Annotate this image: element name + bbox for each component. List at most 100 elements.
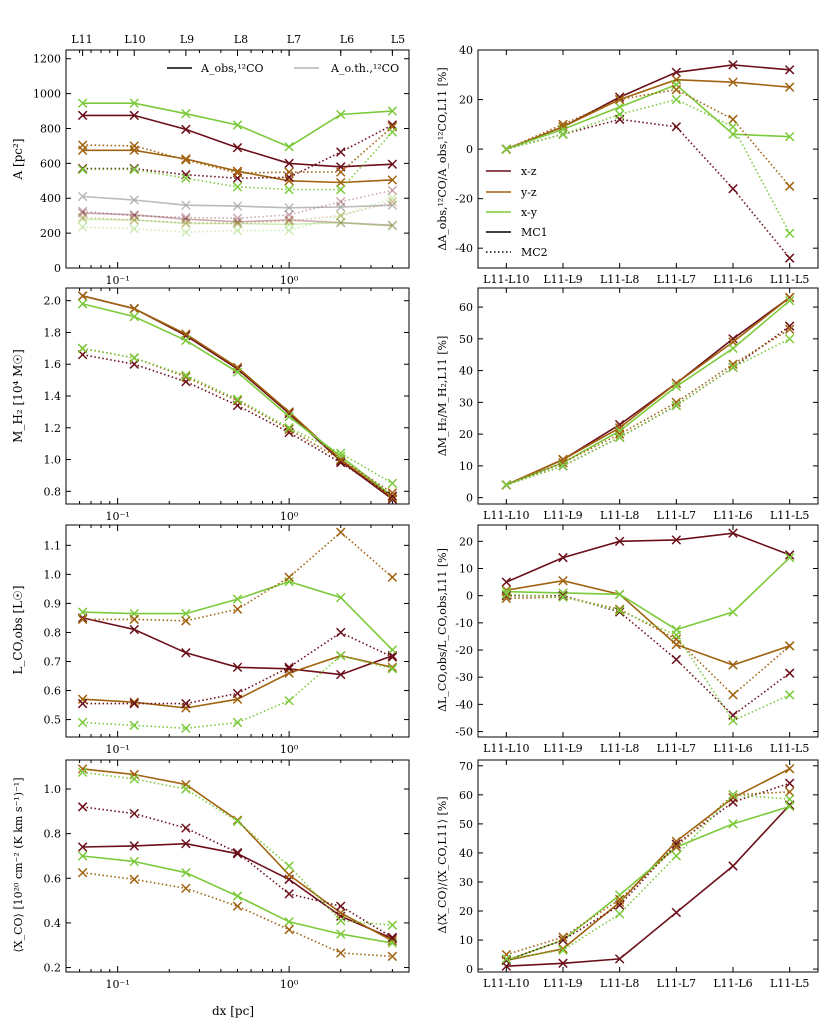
data-point-marker: [387, 933, 398, 944]
data-point-marker: [501, 586, 512, 597]
legend-label-xy: x-y: [521, 206, 538, 219]
data-point-marker: [77, 867, 88, 878]
data-point-marker: [181, 823, 191, 833]
series-line: [82, 531, 393, 622]
panel-dX: 0 10 20 30 40 50 60 70 L11-L10 L11-L9 L11-L8 L11-L7…: [436, 759, 819, 990]
series-line: [506, 78, 790, 150]
data-point-marker: [129, 720, 139, 731]
data-point-marker: [129, 210, 139, 221]
data-point-marker: [558, 119, 568, 130]
legend-A: A_obs,¹²CO A_o.th.,¹²CO: [167, 62, 399, 75]
data-point-marker: [614, 102, 625, 112]
data-point-marker: [784, 131, 795, 142]
data-point-marker: [181, 838, 191, 849]
data-point-marker: [129, 808, 139, 819]
series-line: [82, 218, 393, 227]
data-point-marker: [129, 195, 139, 205]
data-point-marker: [129, 311, 139, 322]
y-tick-label: 1.0: [44, 454, 62, 467]
data-point-marker: [129, 110, 139, 121]
data-point-marker: [336, 109, 346, 120]
series-line: [82, 114, 393, 168]
data-point-marker: [558, 944, 568, 954]
data-point-marker: [387, 645, 398, 655]
data-point-marker: [336, 911, 346, 921]
data-point-marker: [232, 182, 243, 192]
y-tick-label: 60: [459, 301, 473, 314]
y-tick-label: 40: [459, 847, 473, 860]
data-point-marker: [232, 848, 243, 859]
y-tick-label: 0.9: [44, 597, 62, 610]
data-point-marker: [129, 353, 139, 363]
data-point-marker: [728, 114, 738, 125]
y-axis-label-L: L_CO,obs [L☉]: [11, 585, 25, 674]
x-tick-label: L11-L7: [657, 273, 696, 286]
data-point-marker: [336, 217, 346, 228]
series-line: [82, 347, 393, 494]
y-tick-label: -40: [455, 698, 473, 711]
data-point-marker: [181, 616, 191, 626]
data-point-marker: [784, 334, 795, 344]
y-tick-label: 0.6: [44, 685, 62, 698]
series-line: [82, 197, 393, 234]
data-point-marker: [387, 664, 398, 674]
data-point-marker: [284, 167, 294, 177]
data-point-marker: [614, 954, 625, 964]
data-point-marker: [284, 695, 294, 706]
series-line: [506, 338, 791, 486]
data-point-marker: [232, 717, 243, 728]
data-point-marker: [558, 129, 568, 139]
series-line: [506, 118, 791, 259]
data-point-marker: [284, 870, 294, 880]
data-point-marker: [284, 408, 294, 419]
data-point-marker: [284, 203, 294, 213]
panel-dM: 0 10 20 30 40 50 60 L11-L10 L11-L9 L11-L8 L11-L7 L1…: [436, 287, 819, 522]
plot-dM: 0 10 20 30 40 50 60 L11-L10 L11-L9 L11-L8 L11-L7 L1…: [459, 287, 819, 522]
data-point-marker: [77, 607, 88, 617]
data-point-marker: [232, 201, 243, 211]
y-tick-label: 20: [459, 428, 473, 441]
data-point-marker: [77, 767, 88, 778]
data-point-marker: [387, 221, 398, 231]
data-point-marker: [558, 945, 568, 955]
x-tick-label: L11-L9: [543, 509, 582, 522]
data-point-marker: [501, 144, 512, 154]
series-line: [82, 212, 393, 227]
data-point-marker: [728, 528, 738, 538]
data-point-marker: [671, 654, 682, 665]
x-tick-label: 10⁰: [280, 978, 299, 991]
data-point-marker: [728, 60, 738, 70]
series-line: [506, 791, 790, 956]
y-tick-label: 0.8: [44, 485, 62, 498]
y-tick-label: 0.6: [44, 872, 62, 885]
x-axis-label: dx [pc]: [212, 1004, 254, 1018]
series-line: [506, 64, 790, 150]
data-point-marker: [232, 901, 243, 911]
plot-L: 0.5 0.6 0.7 0.8 0.9 1.0 1.1 10⁻¹ 10⁰: [44, 524, 410, 756]
top-tick-label: L10: [124, 33, 145, 46]
x-tick-label: L11-L7: [657, 509, 696, 522]
data-point-marker: [232, 166, 243, 176]
plot-M: 0.8 1.0 1.2 1.4 1.6 1.8 2.0 10⁻¹ 10⁰: [44, 287, 410, 523]
x-tick-label: L11-L7: [657, 742, 696, 755]
data-point-marker: [232, 688, 243, 699]
data-point-marker: [336, 196, 346, 207]
y-tick-label: 30: [459, 876, 473, 889]
data-point-marker: [501, 949, 512, 960]
data-point-marker: [387, 932, 398, 943]
series-line: [506, 325, 791, 486]
data-point-marker: [336, 527, 346, 537]
y-tick-label: 600: [40, 157, 61, 170]
y-tick-label: 50: [459, 818, 473, 831]
legend-label-mc2: MC2: [521, 246, 548, 259]
top-tick-label: L9: [180, 33, 194, 46]
data-point-marker: [558, 461, 568, 471]
axes-frame: [65, 524, 410, 738]
data-point-marker: [671, 634, 682, 644]
data-point-marker: [728, 77, 738, 87]
data-point-marker: [671, 535, 682, 545]
series-line: [506, 782, 790, 962]
data-point-marker: [129, 98, 139, 108]
data-point-marker: [614, 604, 625, 614]
data-point-marker: [387, 572, 398, 583]
